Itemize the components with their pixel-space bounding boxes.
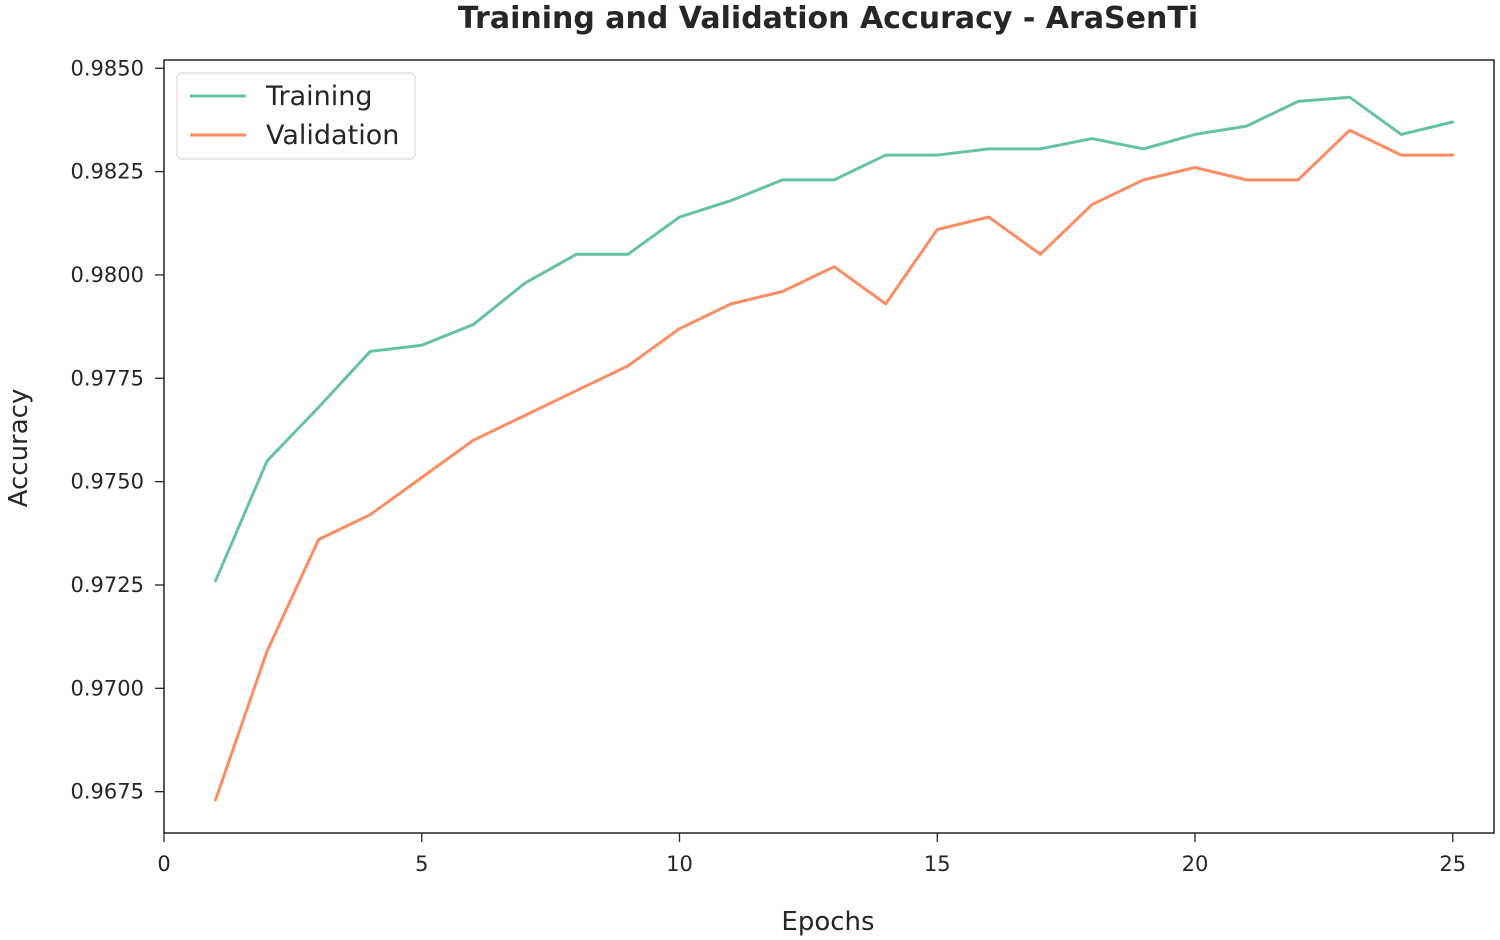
legend: Training Validation [176, 72, 416, 160]
legend-label-training: Training [265, 81, 373, 112]
plot-frame [163, 59, 1495, 834]
y-tick-label: 0.9725 [71, 573, 144, 597]
x-tick-label: 20 [1182, 852, 1209, 876]
y-tick-label: 0.9825 [71, 160, 144, 184]
chart-title: Training and Validation Accuracy - AraSe… [458, 1, 1198, 36]
x-tick-label: 15 [924, 852, 951, 876]
x-tick-label: 10 [666, 852, 693, 876]
x-axis: 0 5 10 15 20 25 [157, 833, 1466, 876]
x-tick-label: 5 [415, 852, 428, 876]
y-tick-label: 0.9700 [71, 676, 144, 700]
y-tick-label: 0.9800 [71, 263, 144, 287]
validation-series-line [214, 128, 1455, 802]
x-tick-label: 25 [1439, 852, 1466, 876]
series-layer [214, 95, 1455, 802]
y-tick-label: 0.9675 [71, 780, 144, 804]
y-axis-label: Accuracy [4, 389, 34, 508]
legend-label-validation: Validation [266, 120, 399, 151]
plot-border [163, 59, 1495, 834]
training-series-line [214, 95, 1455, 583]
y-tick-label: 0.9850 [71, 56, 144, 80]
y-tick-label: 0.9775 [71, 366, 144, 390]
y-axis: 0.9675 0.9700 0.9725 0.9750 0.9775 0.9800 0.98… [71, 56, 164, 804]
x-axis-label: Epochs [781, 907, 874, 937]
x-tick-label: 0 [157, 852, 170, 876]
y-tick-label: 0.9750 [71, 470, 144, 494]
